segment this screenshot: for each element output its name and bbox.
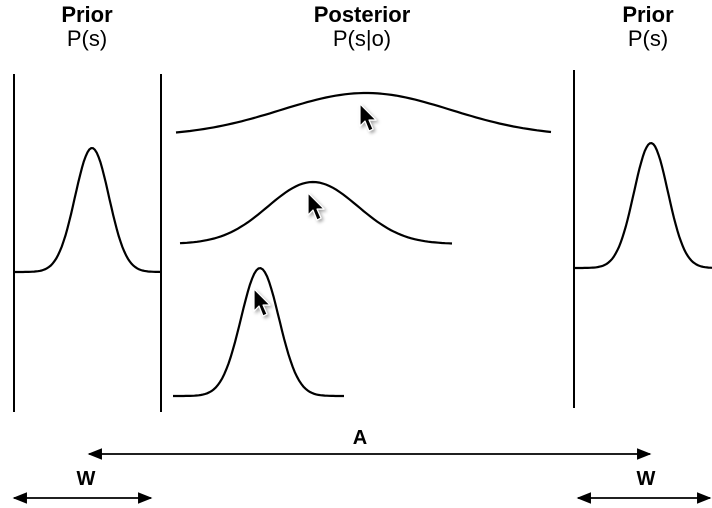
posterior-curve-wide — [175, 91, 552, 134]
mouse-pointer-icon — [359, 103, 377, 132]
mouse-pointer-icon — [307, 192, 325, 221]
right-prior-curve — [574, 141, 712, 270]
left-prior-title: Prior — [61, 2, 113, 27]
mouse-pointer-icon — [253, 288, 271, 317]
right-prior-title: Prior — [622, 2, 674, 27]
posterior-formula: P(s|o) — [333, 26, 391, 51]
right-prior-formula: P(s) — [628, 26, 668, 51]
left-width-label: W — [77, 468, 96, 490]
left-prior-curve — [14, 146, 162, 274]
posterior-title: Posterior — [314, 2, 411, 27]
right-width-label: W — [637, 468, 656, 490]
posterior-curve-medium — [179, 180, 453, 245]
posterior-curve-narrow — [173, 266, 344, 398]
distance-label: A — [353, 427, 367, 449]
left-prior-formula: P(s) — [67, 26, 107, 51]
